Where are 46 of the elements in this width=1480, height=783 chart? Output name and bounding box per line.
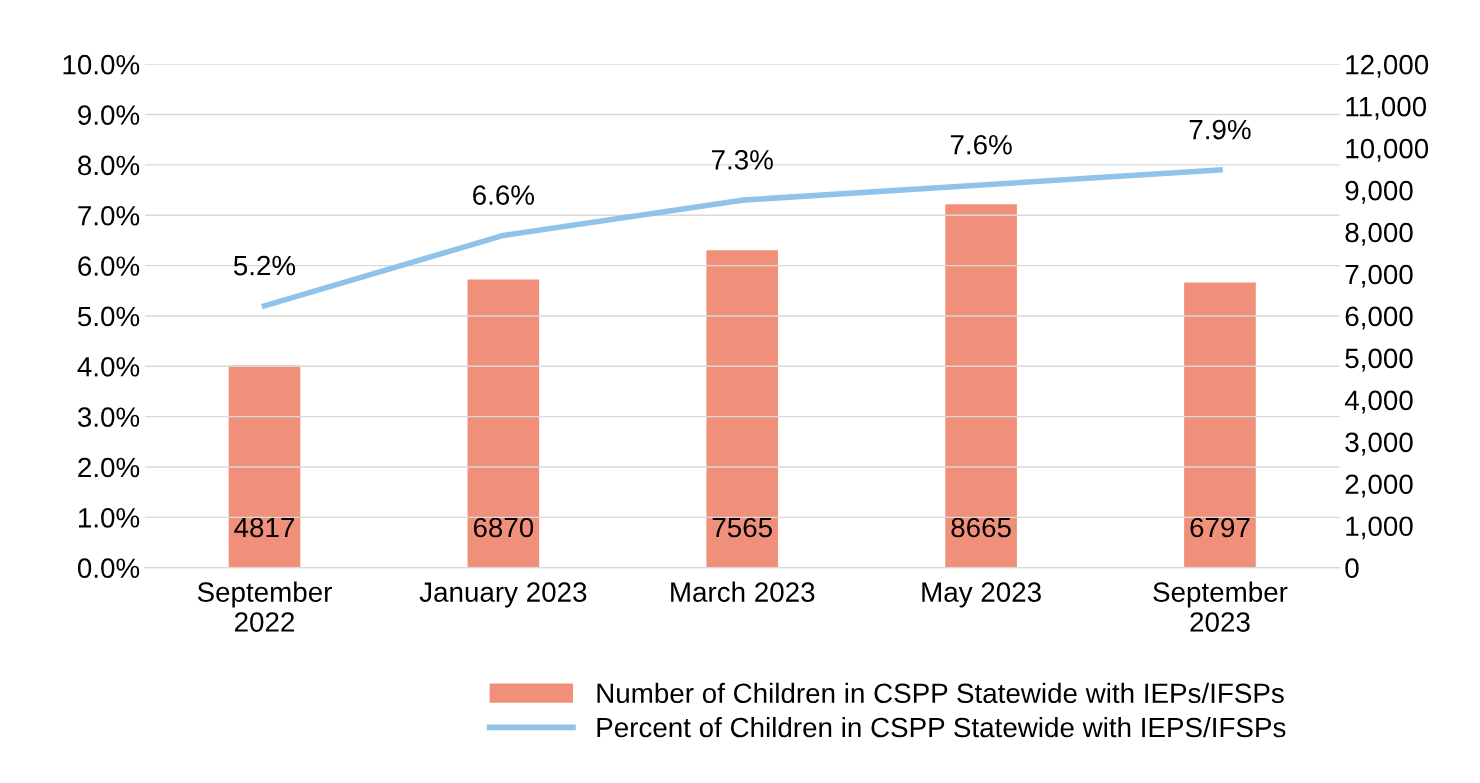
y2-tick-label: 5,000: [1345, 348, 1413, 372]
y2-tick-label: 6,000: [1345, 306, 1413, 330]
y-tick-label: 9.0%: [78, 105, 140, 125]
y2-tick-label: 9,000: [1345, 180, 1413, 204]
data-label: 8665: [951, 517, 1011, 538]
y2-tick-label: 12,000: [1346, 54, 1429, 78]
x-tick-label: May 2023: [922, 582, 1041, 608]
y-tick-label: 6.0%: [78, 256, 140, 276]
y2-tick-label: 8,000: [1345, 222, 1413, 246]
x-tick-label: September 2023: [1153, 581, 1288, 632]
y-tick-label: 10.0%: [63, 54, 140, 75]
y2-tick-label: 2,000: [1345, 474, 1413, 498]
data-label: 5.2%: [233, 255, 296, 276]
y2-tick-label: 11,000: [1346, 96, 1427, 120]
bar: [1184, 282, 1256, 568]
y-tick-label: 0.0%: [77, 558, 140, 579]
y-tick-label: 4.0%: [77, 356, 140, 377]
y-tick-label: 5.0%: [77, 306, 140, 327]
x-tick-label: September 2022: [197, 581, 332, 632]
y-tick-label: 3.0%: [77, 407, 140, 427]
y-tick-label: 7.0%: [78, 205, 140, 226]
bar: [945, 204, 1017, 568]
y2-tick-label: 1,000: [1346, 516, 1413, 540]
y2-tick-label: 4,000: [1344, 390, 1413, 414]
data-label: 7.9%: [1189, 119, 1251, 140]
data-label: 7565: [712, 517, 772, 538]
y-tick-label: 8.0%: [78, 155, 140, 176]
y2-tick-label: 0: [1345, 558, 1359, 579]
data-label: 6870: [473, 517, 534, 538]
data-label: 7.3%: [711, 149, 773, 170]
x-tick-label: March 2023: [671, 581, 815, 602]
bar: [467, 279, 540, 568]
data-label: 6797: [1190, 517, 1250, 538]
y2-tick-label: 3,000: [1345, 432, 1413, 456]
y-tick-label: 2.0%: [78, 457, 140, 478]
data-label: 7.6%: [950, 134, 1012, 155]
data-label: 6.6%: [473, 185, 535, 205]
y-tick-label: 1.0%: [78, 508, 140, 528]
bar: [706, 250, 779, 568]
data-label: 4817: [234, 517, 294, 538]
x-tick-label: January 2023: [419, 582, 587, 608]
legend-label: Number of Children in CSPP Statewide with IEPs/IFSPs: [597, 682, 1284, 704]
bar: [228, 365, 301, 568]
legend-label: Percent of Children in CSPP Statewide with IEPS/IFSPs: [597, 716, 1286, 738]
y2-tick-label: 10,000: [1346, 138, 1429, 162]
y2-tick-label: 7,000: [1345, 264, 1413, 288]
